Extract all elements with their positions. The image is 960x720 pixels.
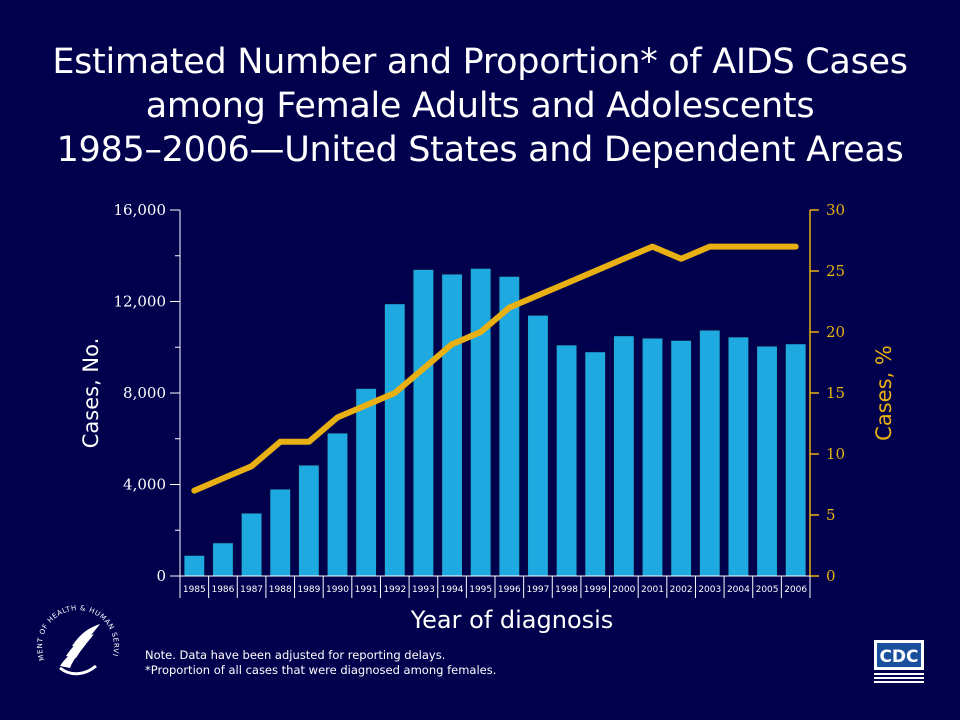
x-tick-label-1996: 1996 (498, 585, 521, 595)
note-line-1: Note. Data have been adjusted for report… (145, 648, 446, 662)
bar-1990 (326, 432, 349, 577)
x-tick-label-1992: 1992 (383, 585, 406, 595)
bar-2000 (613, 335, 635, 577)
bar-1987 (240, 512, 263, 577)
bar-1995 (469, 267, 492, 577)
title-line-3: 1985–2006—United States and Dependent Ar… (56, 130, 904, 170)
bar-1994 (441, 273, 463, 577)
right-tick-label: 30 (826, 201, 845, 219)
line-point-1990 (335, 415, 340, 420)
bar-1986 (212, 542, 234, 577)
line-point-1998 (564, 281, 569, 286)
left-axis-ticks: 0 4,000 8,000 12,000 16,000 (114, 201, 180, 585)
y2-axis-label: Cases, % (872, 345, 896, 441)
x-tick-label-1998: 1998 (555, 585, 578, 595)
bar-series (183, 267, 807, 577)
x-tick-label-1989: 1989 (297, 585, 320, 595)
left-tick-label: 12,000 (114, 293, 167, 311)
right-axis-ticks: 0 5 10 15 20 25 30 (810, 201, 845, 585)
line-point-1996 (507, 305, 512, 310)
bar-1988 (269, 488, 291, 577)
line-point-1985 (192, 488, 197, 493)
x-tick-label-1991: 1991 (355, 585, 378, 595)
left-tick-label: 4,000 (123, 476, 166, 494)
bar-2004 (727, 336, 750, 577)
line-point-1986 (220, 476, 225, 481)
left-tick-label: 0 (156, 567, 166, 585)
left-tick-label: 8,000 (123, 384, 166, 402)
right-tick-label: 15 (826, 384, 845, 402)
x-tick-label-1993: 1993 (412, 585, 435, 595)
right-tick-label: 25 (826, 262, 845, 280)
bar-1985 (183, 555, 206, 577)
x-tick-label-1995: 1995 (469, 585, 492, 595)
bar-2001 (641, 337, 664, 577)
line-point-2000 (621, 256, 626, 261)
cdc-logo-text: CDC (879, 647, 918, 667)
line-point-1997 (535, 293, 540, 298)
x-tick-label-1986: 1986 (211, 585, 234, 595)
right-tick-label: 10 (826, 445, 845, 463)
y-axis-label: Cases, No. (79, 338, 103, 449)
bar-1991 (355, 388, 377, 577)
percent-line-series (191, 243, 799, 494)
x-tick-label-2000: 2000 (612, 585, 635, 595)
line-point-1989 (306, 439, 311, 444)
bar-1989 (298, 464, 320, 577)
x-axis-ticks: 1985 1986 1987 1988 1989 1990 1991 1992 1993 1994… (179, 576, 811, 598)
bar-1992 (384, 303, 406, 577)
x-tick-label-1997: 1997 (526, 585, 549, 595)
right-tick-label: 0 (826, 567, 836, 585)
x-tick-label-1988: 1988 (269, 585, 292, 595)
chart-title: Estimated Number and Proportion* of AIDS… (0, 40, 960, 172)
x-tick-label-1985: 1985 (183, 585, 206, 595)
hhs-seal-icon: DEPARTMENT OF HEALTH & HUMAN SERVICES US… (30, 596, 119, 676)
line-point-1992 (392, 391, 397, 395)
line-point-2004 (736, 244, 741, 249)
line-point-1988 (278, 439, 283, 444)
title-line-1: Estimated Number and Proportion* of AIDS… (52, 42, 908, 82)
right-tick-label: 5 (826, 506, 836, 524)
percent-line (191, 243, 799, 494)
line-point-2005 (765, 244, 770, 249)
bar-1997 (527, 314, 549, 577)
right-tick-label: 20 (826, 323, 845, 341)
x-tick-label-2002: 2002 (670, 585, 693, 595)
line-point-1991 (364, 403, 369, 408)
x-tick-label-1994: 1994 (441, 585, 464, 595)
bar-2005 (756, 345, 778, 577)
left-tick-label: 16,000 (114, 201, 167, 219)
x-axis-label: Year of diagnosis (410, 606, 614, 634)
line-point-2002 (679, 256, 684, 261)
line-point-1995 (478, 330, 483, 334)
line-point-1994 (450, 342, 455, 347)
title-line-2: among Female Adults and Adolescents (145, 86, 815, 126)
bar-1998 (555, 344, 578, 577)
line-point-1987 (249, 464, 254, 469)
footnotes: Note. Data have been adjusted for report… (145, 648, 496, 678)
x-tick-label-2001: 2001 (641, 585, 664, 595)
note-line-2: *Proportion of all cases that were diagn… (145, 663, 497, 677)
bar-1993 (412, 269, 435, 577)
x-tick-label-1999: 1999 (584, 585, 607, 595)
line-point-2001 (650, 244, 655, 249)
line-point-1993 (421, 366, 426, 371)
bar-2006 (784, 343, 807, 577)
x-tick-label-1990: 1990 (326, 585, 349, 595)
x-tick-label-1987: 1987 (240, 585, 263, 595)
bar-1996 (498, 275, 521, 577)
x-tick-label-2005: 2005 (756, 585, 779, 595)
line-point-2006 (793, 244, 798, 249)
cdc-logo-icon: CDC (874, 640, 924, 683)
x-tick-label-2003: 2003 (698, 585, 721, 595)
bar-2002 (670, 339, 692, 577)
x-tick-label-2004: 2004 (727, 585, 750, 595)
line-point-1999 (593, 269, 598, 273)
line-point-2003 (707, 244, 712, 249)
bar-1999 (584, 351, 606, 577)
bar-2003 (699, 329, 721, 577)
x-tick-label-2006: 2006 (784, 585, 807, 595)
